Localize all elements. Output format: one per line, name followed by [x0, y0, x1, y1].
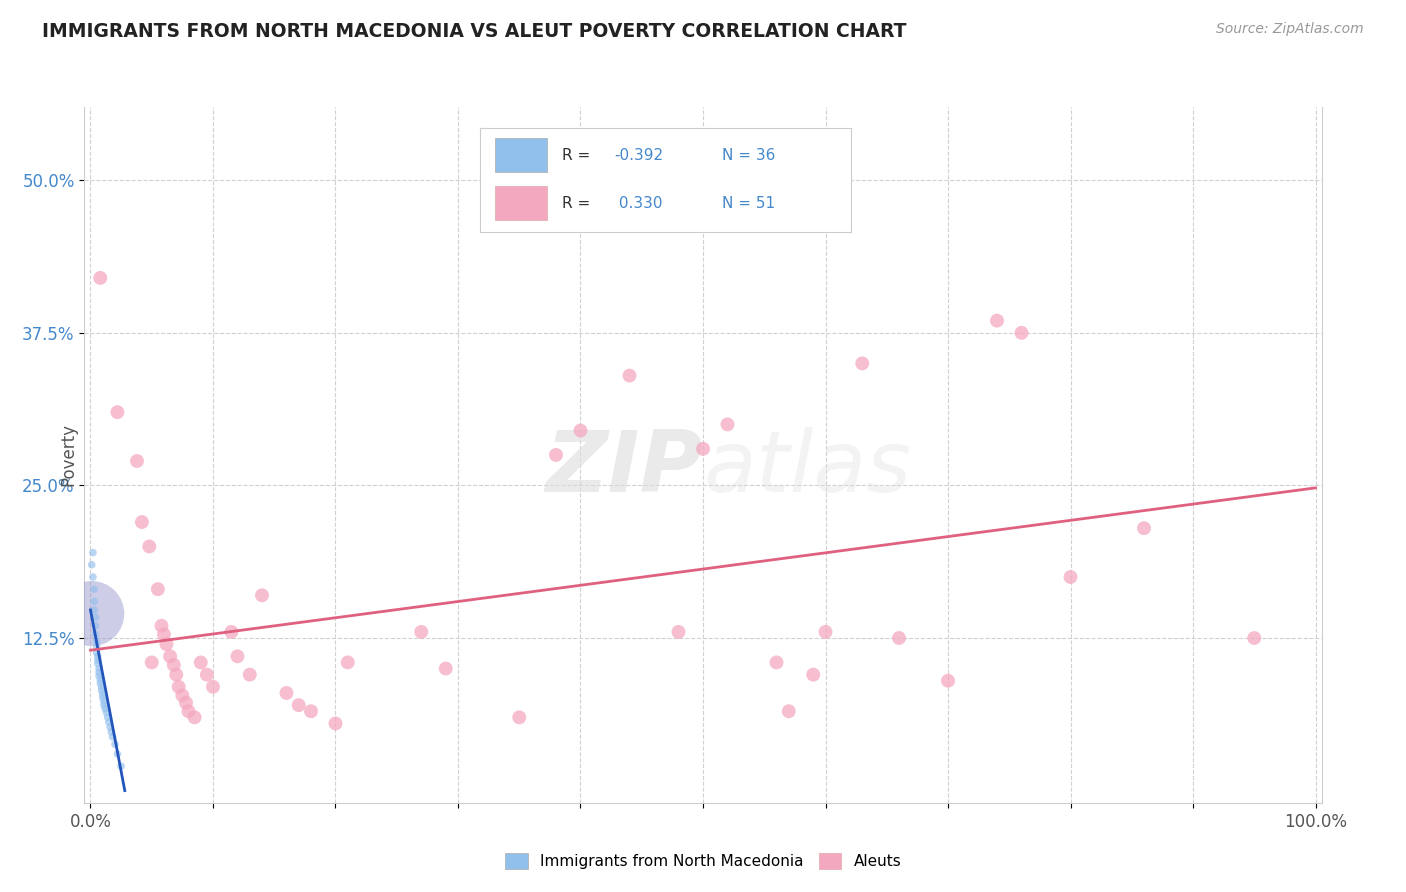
- Point: [87, 661, 110, 675]
- Point: [201, 680, 224, 694]
- Point: [195, 667, 218, 681]
- Point: [100, 725, 122, 739]
- Point: [89, 676, 111, 690]
- Point: [716, 417, 738, 432]
- Point: [107, 747, 129, 761]
- Point: [155, 637, 177, 651]
- Point: [87, 653, 110, 667]
- Point: [814, 624, 837, 639]
- Point: [336, 656, 359, 670]
- Point: [692, 442, 714, 456]
- Point: [87, 657, 110, 671]
- Point: [1011, 326, 1033, 340]
- Point: [97, 710, 120, 724]
- Point: [107, 405, 129, 419]
- Point: [778, 704, 800, 718]
- Point: [287, 698, 309, 713]
- Point: [89, 271, 111, 285]
- Point: [163, 657, 186, 672]
- Point: [1243, 631, 1265, 645]
- Point: [165, 667, 187, 681]
- Point: [96, 706, 118, 720]
- Point: [90, 683, 112, 698]
- Point: [986, 313, 1008, 327]
- Point: [87, 649, 110, 664]
- Point: [91, 690, 114, 705]
- Point: [87, 665, 110, 680]
- Point: [887, 631, 910, 645]
- Point: [434, 661, 457, 675]
- Point: [93, 698, 115, 713]
- Point: [86, 640, 108, 654]
- Point: [569, 424, 592, 438]
- Point: [167, 680, 190, 694]
- Point: [1059, 570, 1081, 584]
- Point: [84, 627, 107, 641]
- Point: [159, 649, 181, 664]
- Point: [146, 582, 169, 597]
- Point: [84, 610, 107, 624]
- Point: [86, 646, 108, 660]
- Point: [299, 704, 322, 718]
- Y-axis label: Poverty: Poverty: [59, 424, 77, 486]
- Point: [104, 737, 127, 751]
- Point: [765, 656, 787, 670]
- Point: [80, 607, 103, 621]
- Point: [138, 540, 160, 554]
- Point: [98, 720, 121, 734]
- Point: [851, 356, 873, 370]
- Point: [84, 619, 107, 633]
- Point: [619, 368, 641, 383]
- Point: [177, 704, 200, 718]
- Point: [153, 627, 176, 641]
- Point: [239, 667, 262, 681]
- Point: [82, 545, 104, 559]
- Point: [97, 715, 120, 730]
- Text: ZIP: ZIP: [546, 427, 703, 510]
- Point: [1133, 521, 1156, 535]
- Point: [131, 515, 153, 529]
- Point: [82, 570, 104, 584]
- Point: [411, 624, 433, 639]
- Point: [93, 694, 115, 708]
- Point: [172, 689, 194, 703]
- Point: [221, 624, 243, 639]
- Legend: Immigrants from North Macedonia, Aleuts: Immigrants from North Macedonia, Aleuts: [499, 847, 907, 875]
- Point: [508, 710, 530, 724]
- Point: [91, 687, 114, 701]
- Point: [89, 673, 111, 687]
- Point: [668, 624, 690, 639]
- Point: [250, 588, 273, 602]
- Point: [83, 594, 105, 608]
- Point: [183, 710, 205, 724]
- Point: [325, 716, 347, 731]
- Point: [174, 696, 197, 710]
- Point: [801, 667, 824, 681]
- Point: [544, 448, 567, 462]
- Point: [141, 656, 163, 670]
- Point: [150, 619, 173, 633]
- Point: [110, 759, 132, 773]
- Point: [101, 730, 124, 744]
- Point: [276, 686, 298, 700]
- Point: [125, 454, 148, 468]
- Point: [83, 582, 105, 597]
- Text: IMMIGRANTS FROM NORTH MACEDONIA VS ALEUT POVERTY CORRELATION CHART: IMMIGRANTS FROM NORTH MACEDONIA VS ALEUT…: [42, 22, 907, 41]
- Point: [94, 702, 117, 716]
- Text: Source: ZipAtlas.com: Source: ZipAtlas.com: [1216, 22, 1364, 37]
- Point: [90, 680, 112, 694]
- Point: [80, 558, 103, 572]
- Point: [190, 656, 212, 670]
- Point: [226, 649, 249, 664]
- Point: [86, 634, 108, 648]
- Point: [936, 673, 959, 688]
- Text: atlas: atlas: [703, 427, 911, 510]
- Point: [87, 669, 110, 683]
- Point: [83, 603, 105, 617]
